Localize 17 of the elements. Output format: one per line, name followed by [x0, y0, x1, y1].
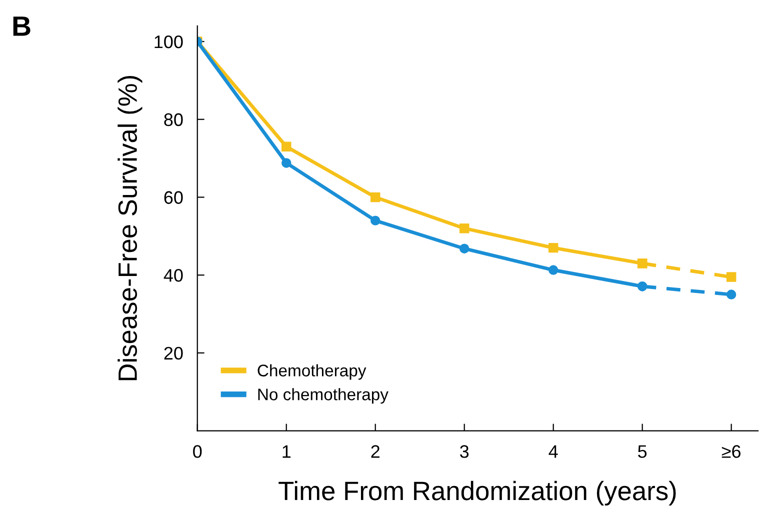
x-tick-label: 3: [460, 445, 469, 458]
x-tick-label: 5: [638, 445, 647, 458]
text: B: [13, 16, 30, 36]
x-tick-label: 1: [282, 445, 291, 458]
x-tick-label: 4: [548, 445, 558, 458]
x-tick-label: 2: [371, 445, 380, 458]
x-tick-label: ≥6: [722, 445, 740, 458]
legend-label: No chemotherapy: [258, 388, 388, 404]
y-tick-label: 60: [164, 191, 183, 204]
x-tick-label: 0: [193, 445, 202, 458]
y-tick-label: 20: [164, 346, 183, 360]
legend-label: Chemotherapy: [258, 364, 366, 380]
y-tick-label: 100: [154, 35, 183, 48]
y-axis-title: Disease-Free Survival (%): [118, 76, 142, 380]
x-axis-title: Time From Randomization (years): [278, 480, 676, 506]
y-tick-label: 80: [164, 113, 183, 126]
y-tick-label: 40: [164, 269, 183, 282]
